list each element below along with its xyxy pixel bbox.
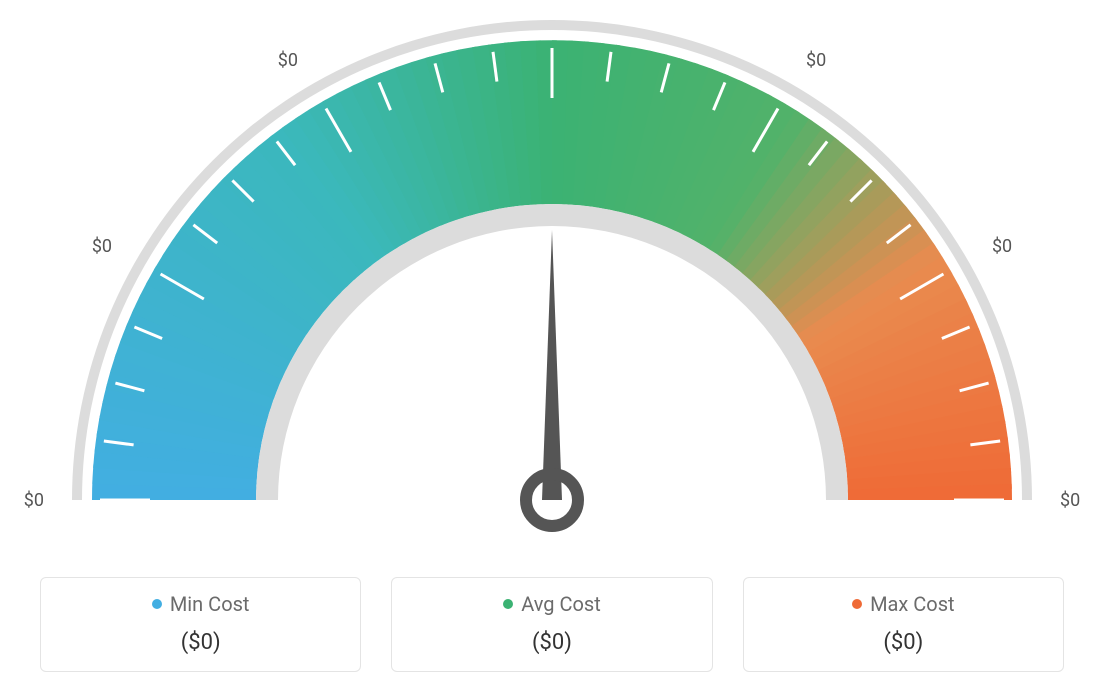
legend-label-max: Max Cost — [870, 592, 955, 616]
legend-dot-avg — [503, 599, 513, 609]
svg-text:$0: $0 — [1060, 490, 1080, 511]
legend-card-max: Max Cost ($0) — [743, 577, 1064, 672]
legend-value-max: ($0) — [754, 630, 1053, 655]
svg-text:$0: $0 — [278, 50, 298, 71]
legend-value-avg: ($0) — [402, 630, 701, 655]
legend-card-avg: Avg Cost ($0) — [391, 577, 712, 672]
svg-text:$0: $0 — [806, 50, 826, 71]
legend-header: Max Cost — [754, 592, 1053, 616]
legend-row: Min Cost ($0) Avg Cost ($0) Max Cost ($0… — [40, 577, 1064, 672]
svg-text:$0: $0 — [542, 0, 562, 3]
svg-text:$0: $0 — [992, 236, 1012, 257]
legend-value-min: ($0) — [51, 630, 350, 655]
gauge-area: $0 $0 $0 $0 $0 $0 $0 — [0, 0, 1104, 560]
legend-header: Avg Cost — [402, 592, 701, 616]
legend-card-min: Min Cost ($0) — [40, 577, 361, 672]
gauge-svg: $0 $0 $0 $0 $0 $0 $0 — [0, 0, 1104, 560]
legend-label-min: Min Cost — [170, 592, 250, 616]
svg-text:$0: $0 — [92, 236, 112, 257]
svg-text:$0: $0 — [24, 490, 44, 511]
legend-header: Min Cost — [51, 592, 350, 616]
legend-label-avg: Avg Cost — [521, 592, 601, 616]
legend-dot-max — [852, 599, 862, 609]
legend-dot-min — [152, 599, 162, 609]
gauge-chart-container: $0 $0 $0 $0 $0 $0 $0 Min Cost ($0) Avg Cost ($… — [0, 0, 1104, 690]
